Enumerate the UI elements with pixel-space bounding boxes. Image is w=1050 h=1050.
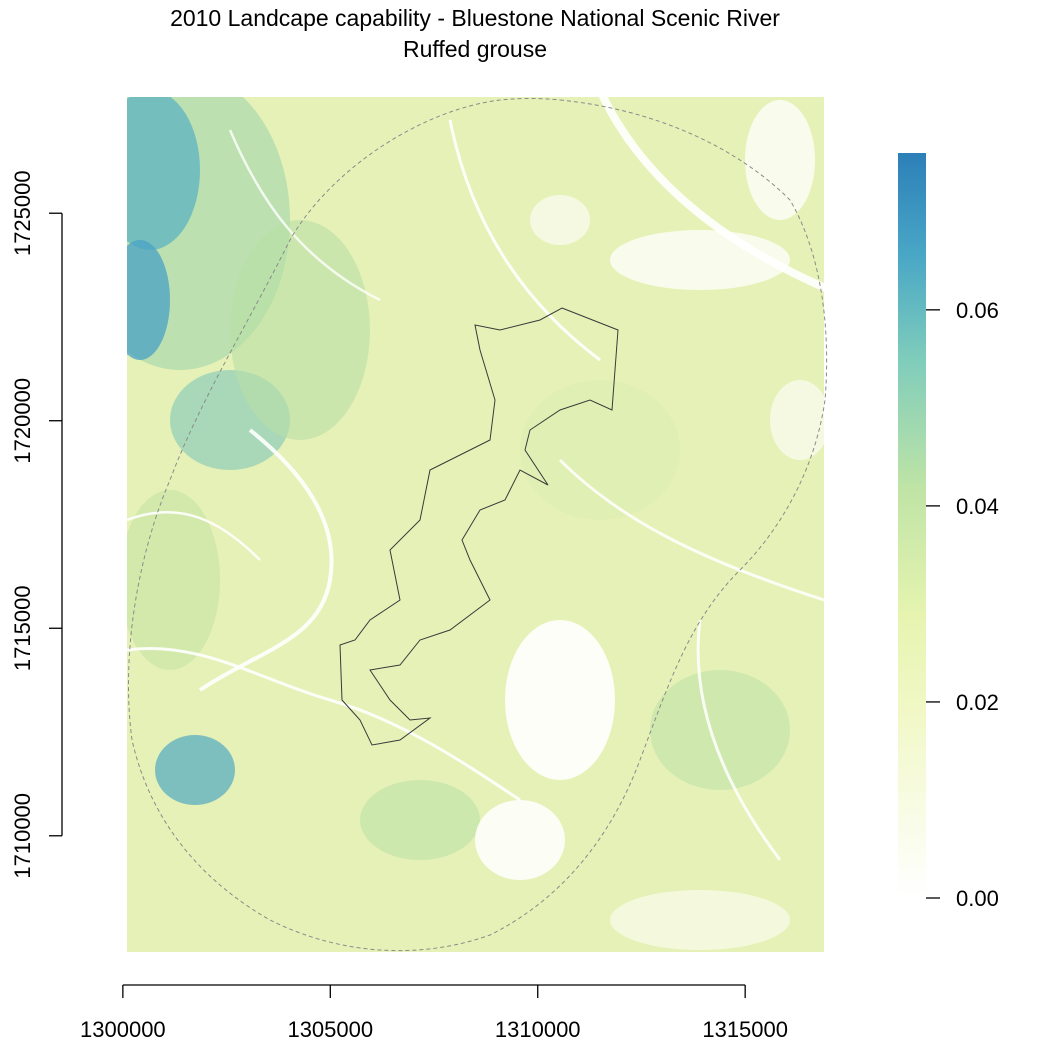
map-subtitle: Ruffed grouse <box>403 36 547 62</box>
x-tick-label: 1310000 <box>495 1017 581 1042</box>
park-boundary <box>339 307 619 746</box>
y-tick-label: 1725000 <box>10 170 35 256</box>
legend-tick-label: 0.00 <box>956 886 999 911</box>
legend-tick-label: 0.04 <box>956 494 999 519</box>
x-tick-label: 1305000 <box>287 1017 373 1042</box>
x-tick-label: 1315000 <box>702 1017 788 1042</box>
legend-tick-label: 0.02 <box>956 690 999 715</box>
legend-ticks: 0.00 0.02 0.04 0.06 <box>926 298 999 911</box>
x-axis: 1300000 1305000 1310000 1315000 <box>80 984 788 1042</box>
y-tick-label: 1710000 <box>10 793 35 879</box>
legend-tick-label: 0.06 <box>956 298 999 323</box>
map-title: 2010 Landcape capability - Bluestone Nat… <box>170 5 780 31</box>
capability-raster <box>127 97 824 952</box>
buffer-boundary <box>128 98 828 952</box>
y-tick-label: 1715000 <box>10 585 35 671</box>
legend-colorbar <box>898 153 926 898</box>
y-tick-label: 1720000 <box>10 378 35 464</box>
y-axis: 1710000 1715000 1720000 1725000 <box>10 170 63 879</box>
x-tick-label: 1300000 <box>80 1017 166 1042</box>
